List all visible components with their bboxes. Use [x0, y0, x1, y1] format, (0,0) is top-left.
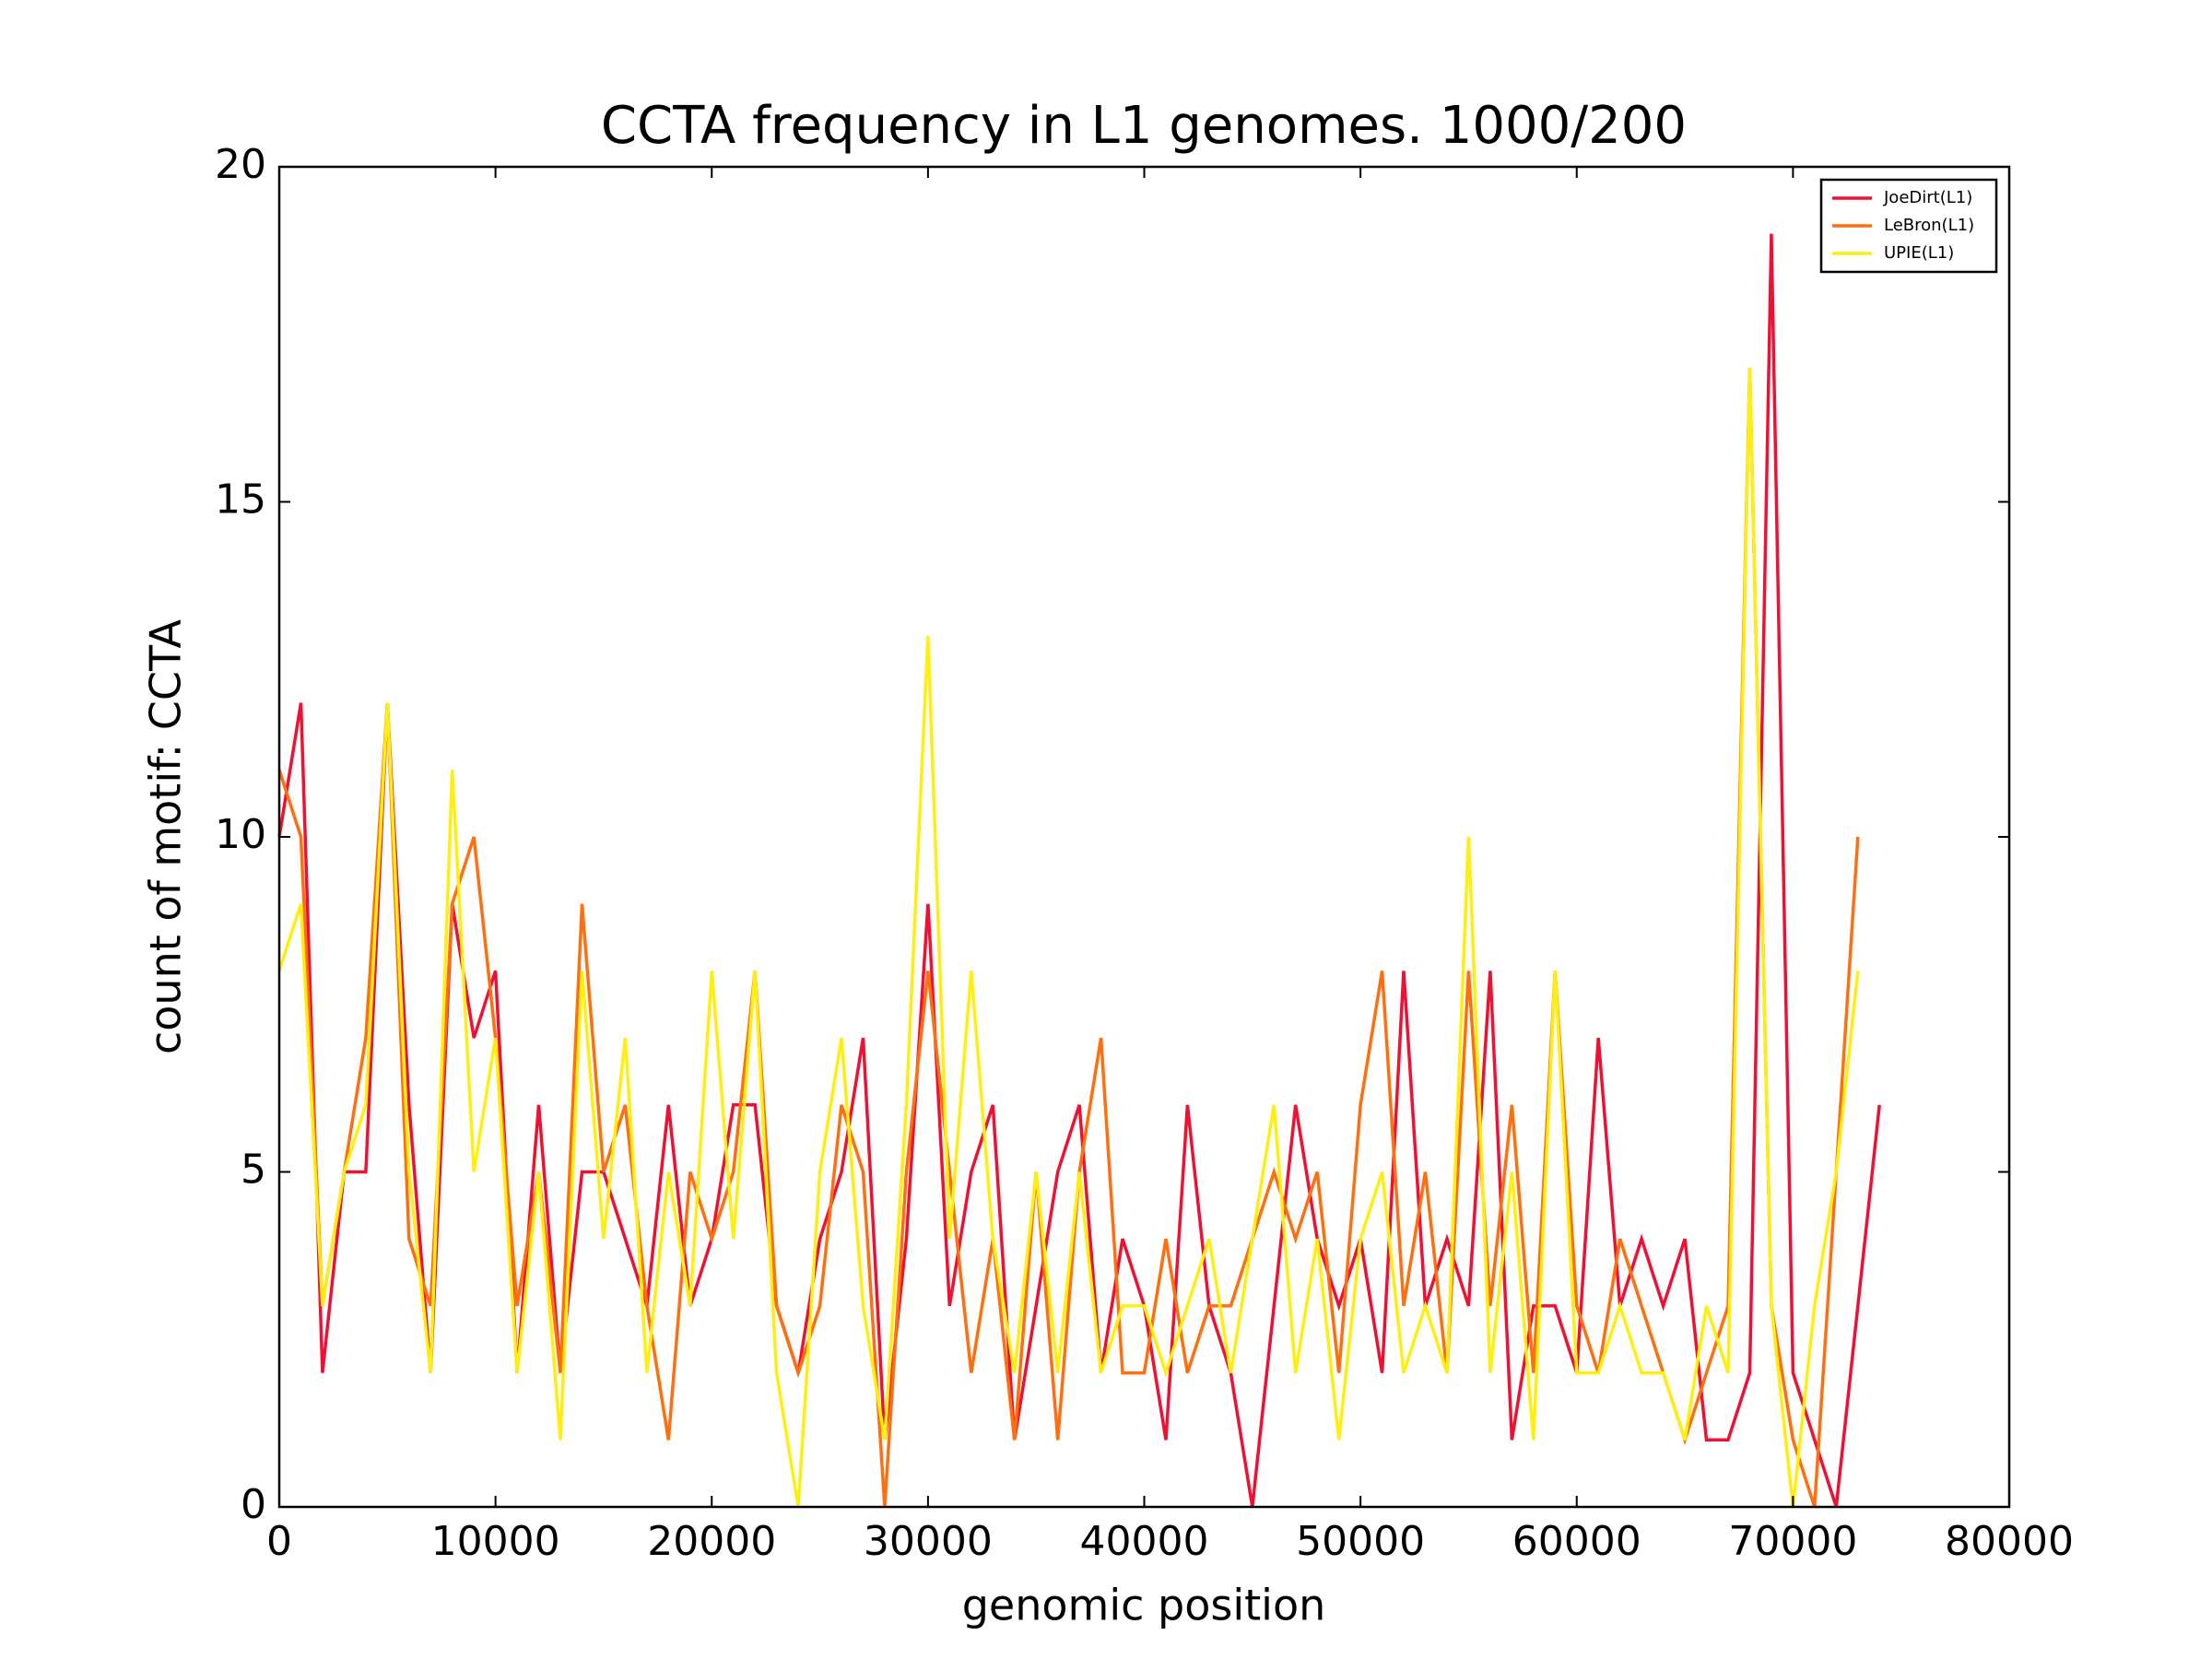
y-tick-label: 20	[215, 141, 266, 188]
legend-label: LeBron(L1)	[1884, 216, 1974, 235]
x-tick-label: 80000	[1945, 1518, 2074, 1565]
x-tick-label: 20000	[647, 1518, 776, 1565]
y-tick-label: 10	[215, 811, 266, 858]
data-line	[277, 368, 1860, 1508]
y-tick-label: 5	[241, 1147, 266, 1194]
x-tick-label: 60000	[1512, 1518, 1641, 1565]
legend-label: UPIE(L1)	[1884, 243, 1954, 263]
legend-box	[1819, 178, 1998, 274]
x-axis-label: genomic position	[962, 1581, 1326, 1630]
x-tick-label: 70000	[1728, 1518, 1857, 1565]
x-tick-label: 40000	[1080, 1518, 1209, 1565]
x-tick-label: 50000	[1296, 1518, 1425, 1565]
x-tick-label: 0	[266, 1518, 292, 1565]
y-axis-label: count of motif: CCTA	[141, 618, 191, 1054]
x-tick-label: 10000	[431, 1518, 560, 1565]
data-line	[277, 233, 1881, 1508]
y-tick-label: 15	[215, 477, 266, 524]
legend-label: JoeDirt(L1)	[1883, 188, 1972, 207]
chart-title: CCTA frequency in L1 genomes. 1000/200	[601, 96, 1687, 156]
y-tick-label: 0	[241, 1481, 266, 1528]
x-tick-label: 30000	[864, 1518, 993, 1565]
